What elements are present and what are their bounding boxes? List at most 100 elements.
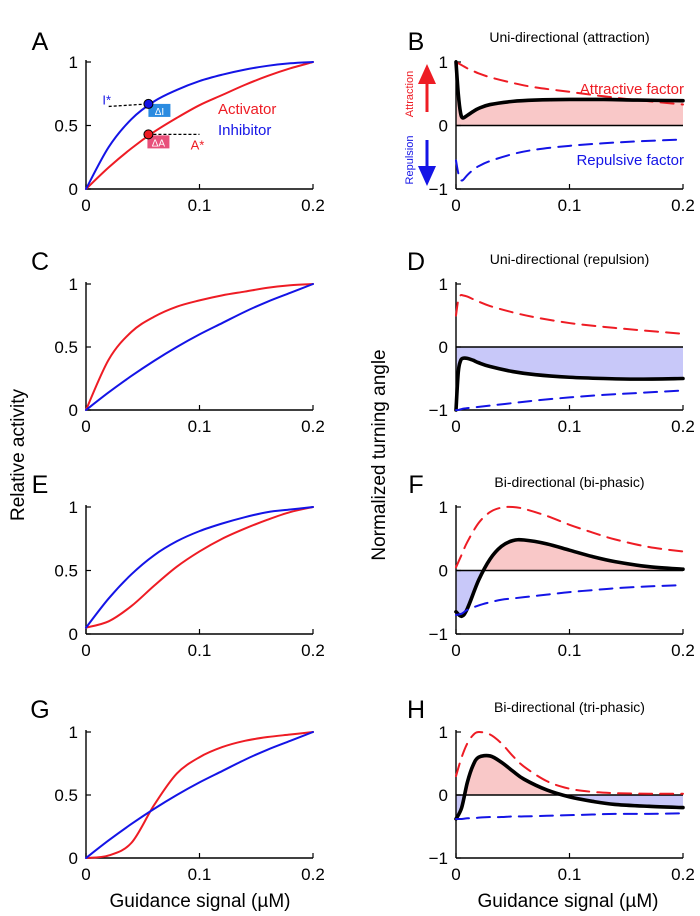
repulsion-arrow-icon [418, 166, 436, 186]
attraction-area [456, 62, 683, 126]
attractive-factor-line [455, 730, 684, 795]
x-tick-label: 0.1 [558, 417, 582, 436]
panel-letter: A [32, 28, 49, 56]
x-tick-label: 0.1 [558, 865, 582, 884]
y-tick-label: 1 [69, 53, 78, 72]
repulsive-factor-line [455, 389, 684, 412]
x-tick-label: 0 [81, 417, 90, 436]
x-tick-label: 0 [451, 865, 460, 884]
chart-title: Bi-directional (bi-phasic) [494, 474, 644, 490]
a-star-label: A* [191, 137, 205, 152]
repulsion-area [456, 570, 683, 617]
y-tick-label: 1 [439, 498, 448, 517]
y-tick-label: 1 [69, 275, 78, 294]
chart-title: Uni-directional (attraction) [489, 29, 649, 45]
panel-e: E 0 0.1 0.2 0 0.5 1 [32, 471, 325, 660]
panel-b: B Uni-directional (attraction)0 0.1 0.2−101… [404, 28, 695, 215]
i-star-label: I* [102, 92, 111, 107]
y-tick-label: 1 [439, 723, 448, 742]
panel-f: F Bi-directional (bi-phasic)0 0.1 0.2−101 [408, 471, 694, 660]
y-tick-label: 0 [69, 625, 78, 644]
x-tick-label: 0.2 [671, 417, 695, 436]
attractive-factor-line [455, 293, 684, 335]
x-tick-label: 0.1 [188, 417, 212, 436]
y-tick-label: 0.5 [54, 786, 78, 805]
x-tick-label: 0.1 [188, 641, 212, 660]
x-axis-label-left: Guidance signal (µM) [110, 891, 291, 912]
panel-g: G 0 0.1 0.2 0 0.5 1 [30, 696, 325, 884]
inhibitor-line [85, 61, 314, 190]
x-tick-label: 0.2 [301, 641, 325, 660]
activator-line [85, 731, 314, 859]
attraction-arrow-icon [418, 64, 436, 84]
x-tick-label: 0.1 [558, 641, 582, 660]
repulsion-area [456, 795, 683, 819]
inhibitor-line [85, 283, 314, 411]
x-tick-label: 0.2 [671, 196, 695, 215]
panel-letter: B [408, 28, 425, 56]
x-tick-label: 0.2 [301, 417, 325, 436]
repulsive-factor-line [455, 584, 684, 616]
x-tick-label: 0 [81, 196, 90, 215]
activator-line [85, 283, 314, 411]
attraction-area [456, 755, 683, 795]
panel-c: C 0 0.1 0.2 0 0.5 1 [31, 248, 325, 436]
attractive-factor-line [455, 505, 684, 569]
panel-a: A 0 0.1 0.2 0 0.5 1 ΔI ΔA I* A* Activator Inhibitor [32, 28, 325, 215]
attractive-factor-line [455, 61, 684, 106]
attraction-label: Attraction [404, 71, 416, 117]
panel-letter: F [408, 471, 423, 499]
delta-a-label: ΔA [152, 138, 166, 149]
panel-letter: D [407, 248, 425, 276]
repulsive-factor-label: Repulsive factor [576, 152, 684, 169]
legend-activator: Activator [218, 101, 276, 118]
x-tick-label: 0.2 [671, 641, 695, 660]
net-turning-curve [454, 537, 685, 619]
x-tick-label: 0.2 [671, 865, 695, 884]
y-tick-label: −1 [429, 401, 448, 420]
panel-letter: H [407, 696, 425, 724]
x-tick-label: 0 [451, 196, 460, 215]
delta-i-label: ΔI [155, 107, 164, 118]
x-axis-label-right: Guidance signal (µM) [478, 891, 659, 912]
panel-letter: E [32, 471, 49, 499]
y-tick-label: 1 [439, 53, 448, 72]
attractive-factor-label: Attractive factor [580, 81, 684, 98]
repulsion-label: Repulsion [404, 136, 416, 185]
x-tick-label: 0.1 [558, 196, 582, 215]
attraction-area [456, 539, 683, 571]
y-tick-label: 0 [69, 849, 78, 868]
y-tick-label: −1 [429, 625, 448, 644]
repulsive-factor-line [455, 812, 684, 820]
x-tick-label: 0 [81, 865, 90, 884]
net-turning-curve [454, 60, 685, 120]
y-tick-label: 0 [439, 786, 448, 805]
chart-title: Uni-directional (repulsion) [490, 251, 650, 267]
activator-line [85, 61, 314, 190]
y-tick-label: 1 [439, 275, 448, 294]
y-tick-label: 1 [69, 498, 78, 517]
delta-a-box [147, 135, 170, 149]
x-tick-label: 0.2 [301, 865, 325, 884]
x-tick-label: 0 [451, 417, 460, 436]
activator-line [85, 506, 314, 629]
x-tick-label: 0 [81, 641, 90, 660]
net-turning-curve [454, 356, 685, 412]
x-tick-label: 0.2 [301, 196, 325, 215]
panel-letter: C [31, 248, 49, 276]
y-tick-label: 0 [69, 401, 78, 420]
y-tick-label: 0 [69, 180, 78, 199]
repulsive-factor-line [455, 138, 684, 182]
inhibitor-line [85, 506, 314, 629]
y-tick-label: 0.5 [54, 562, 78, 581]
legend-inhibitor: Inhibitor [218, 122, 271, 139]
i-star-point [143, 98, 154, 109]
panel-d: D Uni-directional (repulsion)0 0.1 0.2−101 [407, 248, 695, 436]
right-y-axis-label: Normalized turning angle [369, 349, 390, 560]
y-tick-label: 0 [439, 562, 448, 581]
y-tick-label: 0 [439, 338, 448, 357]
x-tick-label: 0.1 [188, 196, 212, 215]
x-tick-label: 0.1 [188, 865, 212, 884]
chart-title: Bi-directional (tri-phasic) [494, 699, 645, 715]
